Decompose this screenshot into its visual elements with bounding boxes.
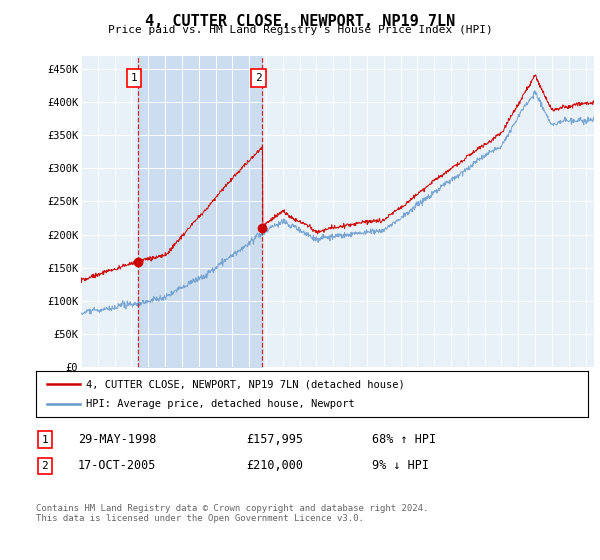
Text: 4, CUTTER CLOSE, NEWPORT, NP19 7LN: 4, CUTTER CLOSE, NEWPORT, NP19 7LN: [145, 14, 455, 29]
Text: HPI: Average price, detached house, Newport: HPI: Average price, detached house, Newp…: [86, 399, 355, 409]
Text: 68% ↑ HPI: 68% ↑ HPI: [372, 433, 436, 446]
Text: 2: 2: [41, 461, 49, 471]
Text: 4, CUTTER CLOSE, NEWPORT, NP19 7LN (detached house): 4, CUTTER CLOSE, NEWPORT, NP19 7LN (deta…: [86, 379, 404, 389]
Text: 1: 1: [131, 73, 137, 83]
Text: 9% ↓ HPI: 9% ↓ HPI: [372, 459, 429, 473]
Text: 2: 2: [255, 73, 262, 83]
Text: Price paid vs. HM Land Registry's House Price Index (HPI): Price paid vs. HM Land Registry's House …: [107, 25, 493, 35]
Text: £210,000: £210,000: [246, 459, 303, 473]
Text: Contains HM Land Registry data © Crown copyright and database right 2024.
This d: Contains HM Land Registry data © Crown c…: [36, 504, 428, 524]
Text: £157,995: £157,995: [246, 433, 303, 446]
Text: 29-MAY-1998: 29-MAY-1998: [78, 433, 157, 446]
Text: 1: 1: [41, 435, 49, 445]
Text: 17-OCT-2005: 17-OCT-2005: [78, 459, 157, 473]
